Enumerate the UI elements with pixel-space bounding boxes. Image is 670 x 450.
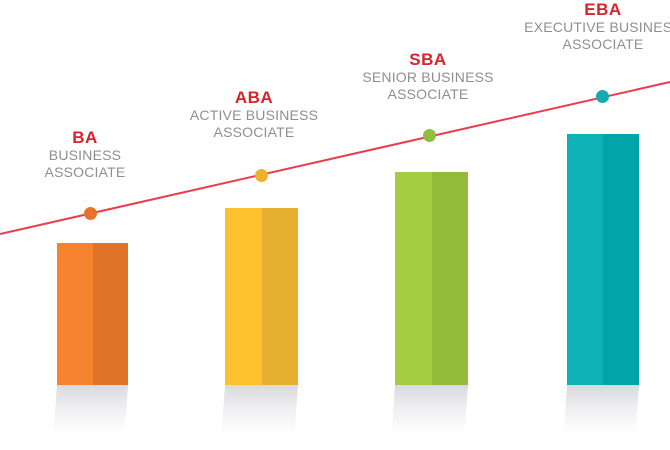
level-acronym: EBA xyxy=(584,0,622,19)
bar-sba xyxy=(395,172,468,385)
level-label-sba: SBA SENIOR BUSINESS ASSOCIATE xyxy=(318,50,538,103)
bar-left-half xyxy=(225,208,262,385)
bar-left-half xyxy=(395,172,432,385)
level-title-line2: ASSOCIATE xyxy=(213,124,295,140)
level-label-aba: ABA ACTIVE BUSINESS ASSOCIATE xyxy=(144,88,364,141)
bar-left-half xyxy=(57,243,93,385)
bar-right-half xyxy=(261,208,298,385)
level-title-line1: EXECUTIVE BUSINESS xyxy=(524,19,670,35)
bar-left-half xyxy=(567,134,603,385)
level-label-ba: BA BUSINESS ASSOCIATE xyxy=(0,128,195,181)
level-label-eba: EBA EXECUTIVE BUSINESS ASSOCIATE xyxy=(493,0,670,53)
bar-right-half xyxy=(431,172,468,385)
level-acronym: ABA xyxy=(234,88,274,107)
bar-aba xyxy=(225,208,298,385)
level-title-line1: ACTIVE BUSINESS xyxy=(189,107,319,123)
bar-right-half xyxy=(92,243,128,385)
level-title-line2: ASSOCIATE xyxy=(387,86,469,102)
bar-eba xyxy=(567,134,639,385)
level-title-line2: ASSOCIATE xyxy=(44,164,126,180)
milestone-dot xyxy=(84,207,97,220)
level-title-line1: SENIOR BUSINESS xyxy=(362,69,494,85)
milestone-dot xyxy=(596,90,609,103)
level-title-line2: ASSOCIATE xyxy=(562,36,644,52)
milestone-dot xyxy=(423,129,436,142)
level-acronym: SBA xyxy=(409,50,447,69)
level-title-line1: BUSINESS xyxy=(48,147,122,163)
trend-line-stroke xyxy=(0,81,670,235)
bar-right-half xyxy=(603,134,639,385)
level-acronym: BA xyxy=(72,128,98,147)
milestone-dot xyxy=(255,169,268,182)
bar-ba xyxy=(57,243,128,385)
